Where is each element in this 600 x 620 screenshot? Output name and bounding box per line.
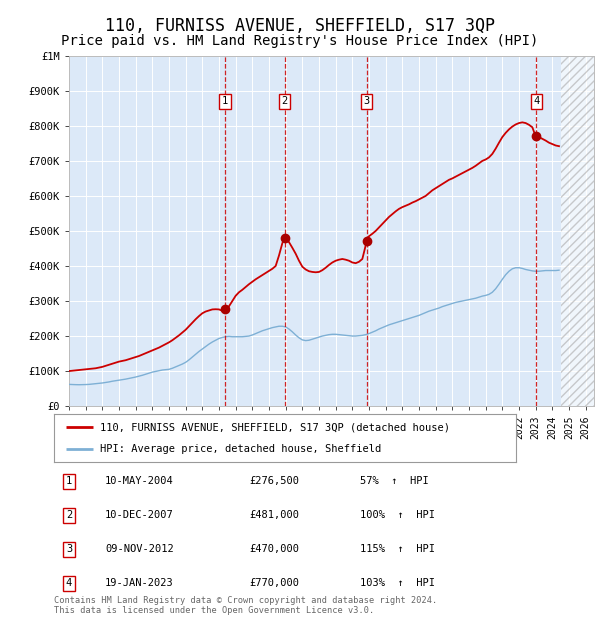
Text: £470,000: £470,000	[249, 544, 299, 554]
Text: 3: 3	[364, 96, 370, 107]
Text: 09-NOV-2012: 09-NOV-2012	[105, 544, 174, 554]
Text: 100%  ↑  HPI: 100% ↑ HPI	[360, 510, 435, 520]
Text: Price paid vs. HM Land Registry's House Price Index (HPI): Price paid vs. HM Land Registry's House …	[61, 34, 539, 48]
Text: 103%  ↑  HPI: 103% ↑ HPI	[360, 578, 435, 588]
Text: £481,000: £481,000	[249, 510, 299, 520]
Text: 1: 1	[222, 96, 228, 107]
Text: 3: 3	[66, 544, 72, 554]
Text: 1: 1	[66, 476, 72, 486]
Text: £276,500: £276,500	[249, 476, 299, 486]
Bar	[560, 56, 594, 406]
Text: 19-JAN-2023: 19-JAN-2023	[105, 578, 174, 588]
Text: Contains HM Land Registry data © Crown copyright and database right 2024.
This d: Contains HM Land Registry data © Crown c…	[54, 596, 437, 615]
Text: 110, FURNISS AVENUE, SHEFFIELD, S17 3QP (detached house): 110, FURNISS AVENUE, SHEFFIELD, S17 3QP …	[100, 422, 450, 432]
Text: 2: 2	[281, 96, 288, 107]
Text: 4: 4	[66, 578, 72, 588]
Text: HPI: Average price, detached house, Sheffield: HPI: Average price, detached house, Shef…	[100, 444, 382, 454]
Text: £770,000: £770,000	[249, 578, 299, 588]
Text: 57%  ↑  HPI: 57% ↑ HPI	[360, 476, 429, 486]
Text: 110, FURNISS AVENUE, SHEFFIELD, S17 3QP: 110, FURNISS AVENUE, SHEFFIELD, S17 3QP	[105, 17, 495, 35]
Text: 10-DEC-2007: 10-DEC-2007	[105, 510, 174, 520]
Text: 10-MAY-2004: 10-MAY-2004	[105, 476, 174, 486]
Text: 115%  ↑  HPI: 115% ↑ HPI	[360, 544, 435, 554]
Text: 4: 4	[533, 96, 539, 107]
Text: 2: 2	[66, 510, 72, 520]
